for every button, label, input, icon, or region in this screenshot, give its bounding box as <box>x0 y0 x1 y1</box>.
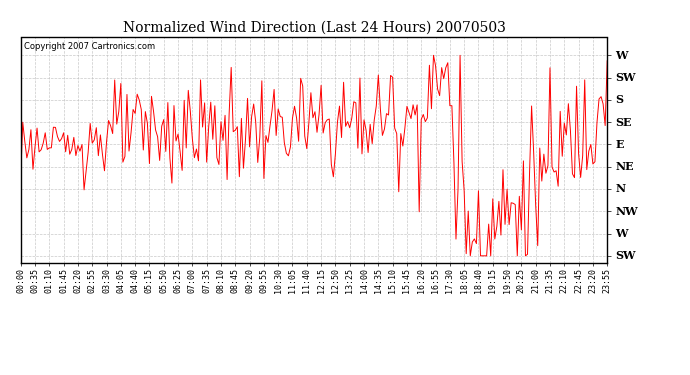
Title: Normalized Wind Direction (Last 24 Hours) 20070503: Normalized Wind Direction (Last 24 Hours… <box>123 21 505 35</box>
Text: Copyright 2007 Cartronics.com: Copyright 2007 Cartronics.com <box>23 42 155 51</box>
